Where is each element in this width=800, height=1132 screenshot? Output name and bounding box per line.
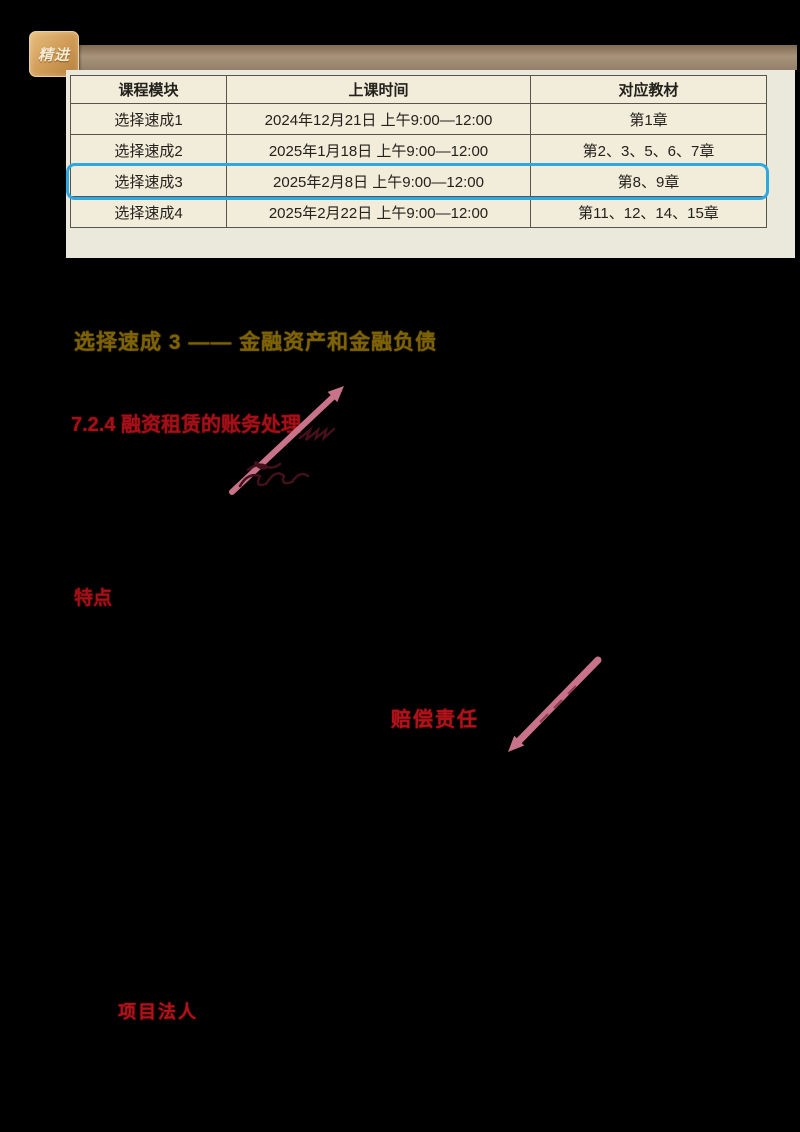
- logo-badge-label: 精进: [37, 46, 70, 64]
- cell-book: 第2、3、5、6、7章: [530, 134, 767, 166]
- cell-book: 第1章: [530, 103, 767, 135]
- section-heading: 选择速成 3 —— 金融资产和金融负债: [74, 331, 438, 354]
- table-row-highlighted: 选择速成3 2025年2月8日 上午9:00—12:00 第8、9章: [70, 165, 767, 197]
- cell-time: 2025年1月18日 上午9:00—12:00: [226, 134, 531, 166]
- schedule-sheet: 课程模块 上课时间 对应教材 选择速成1 2024年12月21日 上午9:00—…: [66, 70, 795, 258]
- cell-module: 选择速成1: [70, 103, 227, 135]
- table-row: 选择速成4 2025年2月22日 上午9:00—12:00 第11、12、14、…: [70, 196, 767, 228]
- cell-module: 选择速成4: [70, 196, 227, 228]
- cell-time: 2025年2月8日 上午9:00—12:00: [226, 165, 531, 197]
- cell-time: 2025年2月22日 上午9:00—12:00: [226, 196, 531, 228]
- cell-module: 选择速成3: [70, 165, 227, 197]
- handwritten-scribble: [238, 426, 336, 488]
- table-header-row: 课程模块 上课时间 对应教材: [70, 75, 767, 104]
- annotation-arrow-up: [229, 386, 344, 495]
- table-row: 选择速成2 2025年1月18日 上午9:00—12:00 第2、3、5、6、7…: [70, 134, 767, 166]
- course-schedule-table: 课程模块 上课时间 对应教材 选择速成1 2024年12月21日 上午9:00—…: [70, 75, 767, 228]
- cell-book: 第8、9章: [530, 165, 767, 197]
- cell-module: 选择速成2: [70, 134, 227, 166]
- label-project-entity: 项目法人: [118, 1002, 198, 1022]
- header-textbook: 对应教材: [530, 75, 767, 104]
- logo-badge: 精进: [29, 31, 79, 77]
- cell-book: 第11、12、14、15章: [530, 196, 767, 228]
- label-characteristics: 特点: [74, 588, 113, 609]
- table-row: 选择速成1 2024年12月21日 上午9:00—12:00 第1章: [70, 103, 767, 135]
- label-liability: 赔偿责任: [391, 709, 479, 731]
- annotation-arrow-down: [508, 656, 602, 752]
- header-course-module: 课程模块: [70, 75, 227, 104]
- header-class-time: 上课时间: [226, 75, 531, 104]
- cell-time: 2024年12月21日 上午9:00—12:00: [226, 103, 531, 135]
- subsection-heading: 7.2.4 融资租赁的账务处理: [71, 414, 302, 436]
- top-tan-bar: [36, 45, 797, 70]
